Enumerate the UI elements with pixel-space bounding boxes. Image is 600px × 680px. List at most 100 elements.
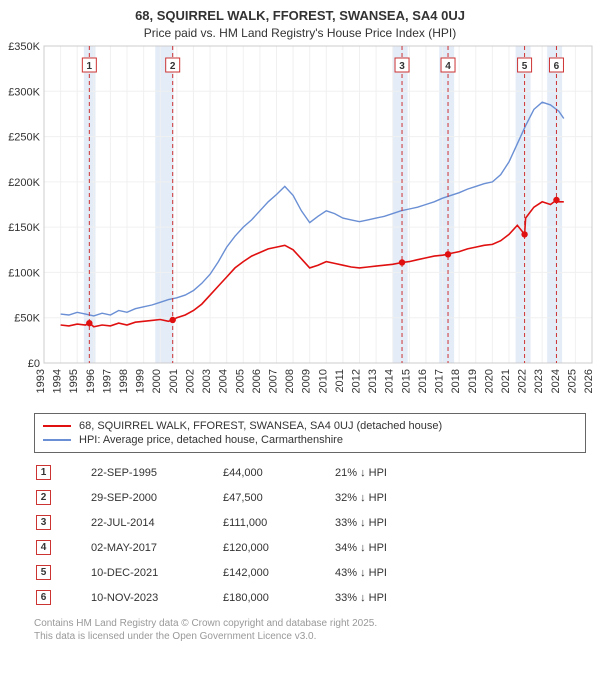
table-cell: 21% ↓ HPI [335, 461, 397, 484]
svg-text:1998: 1998 [118, 369, 130, 393]
table-cell: 3 [36, 511, 89, 534]
sale-marker-badge: 6 [36, 590, 51, 605]
legend: 68, SQUIRREL WALK, FFOREST, SWANSEA, SA4… [34, 413, 586, 453]
svg-text:2001: 2001 [168, 369, 180, 393]
svg-text:2003: 2003 [201, 369, 213, 393]
svg-text:2019: 2019 [467, 369, 479, 393]
table-row: 2 29-SEP-2000£47,50032% ↓ HPI [36, 486, 397, 509]
svg-text:2000: 2000 [151, 369, 163, 393]
svg-text:2006: 2006 [251, 369, 263, 393]
legend-swatch-property [43, 425, 71, 427]
svg-text:6: 6 [554, 61, 560, 72]
svg-text:2004: 2004 [218, 369, 230, 393]
chart-title: 68, SQUIRREL WALK, FFOREST, SWANSEA, SA4… [0, 8, 600, 23]
svg-text:£300K: £300K [8, 86, 40, 98]
table-cell: £111,000 [223, 511, 333, 534]
table-cell: 02-MAY-2017 [91, 536, 221, 559]
svg-text:£0: £0 [28, 358, 40, 370]
svg-text:2010: 2010 [317, 369, 329, 393]
table-cell: 5 [36, 561, 89, 584]
table-row: 5 10-DEC-2021£142,00043% ↓ HPI [36, 561, 397, 584]
svg-text:2016: 2016 [417, 369, 429, 393]
table-cell: £180,000 [223, 586, 333, 609]
table-row: 4 02-MAY-2017£120,00034% ↓ HPI [36, 536, 397, 559]
chart-region: £0 £50K £100K £150K £200K £250K £300K £350K 1993… [0, 40, 600, 405]
svg-text:1996: 1996 [85, 369, 97, 393]
svg-text:£150K: £150K [8, 222, 40, 234]
svg-text:3: 3 [399, 61, 405, 72]
table-cell: 33% ↓ HPI [335, 511, 397, 534]
sale-marker-badge: 1 [36, 465, 51, 480]
svg-text:£350K: £350K [8, 41, 40, 53]
svg-text:2017: 2017 [434, 369, 446, 393]
sale-marker-badge: 5 [36, 565, 51, 580]
footer-line-1: Contains HM Land Registry data © Crown c… [34, 617, 586, 630]
sale-marker-badge: 3 [36, 515, 51, 530]
svg-text:5: 5 [522, 61, 528, 72]
sales-table: 1 22-SEP-1995£44,00021% ↓ HPI 2 29-SEP-2000… [34, 459, 399, 611]
table-cell: 1 [36, 461, 89, 484]
table-cell: 10-DEC-2021 [91, 561, 221, 584]
footer-line-2: This data is licensed under the Open Gov… [34, 630, 586, 643]
svg-text:2005: 2005 [234, 369, 246, 393]
svg-text:1995: 1995 [68, 369, 80, 393]
svg-text:1: 1 [87, 61, 93, 72]
svg-text:2024: 2024 [550, 369, 562, 393]
svg-text:2013: 2013 [367, 369, 379, 393]
svg-text:2: 2 [170, 61, 176, 72]
table-row: 3 22-JUL-2014£111,00033% ↓ HPI [36, 511, 397, 534]
table-cell: 29-SEP-2000 [91, 486, 221, 509]
table-cell: 6 [36, 586, 89, 609]
table-cell: 10-NOV-2023 [91, 586, 221, 609]
legend-swatch-hpi [43, 439, 71, 441]
svg-text:2023: 2023 [533, 369, 545, 393]
chart-subtitle: Price paid vs. HM Land Registry's House … [0, 26, 600, 40]
chart-svg: £0 £50K £100K £150K £200K £250K £300K £350K 1993… [0, 40, 600, 405]
svg-text:2007: 2007 [267, 369, 279, 393]
footer: Contains HM Land Registry data © Crown c… [34, 617, 586, 643]
legend-row-property: 68, SQUIRREL WALK, FFOREST, SWANSEA, SA4… [43, 420, 577, 432]
svg-text:2014: 2014 [384, 369, 396, 393]
legend-row-hpi: HPI: Average price, detached house, Carm… [43, 434, 577, 446]
svg-text:2021: 2021 [500, 369, 512, 393]
svg-text:£250K: £250K [8, 132, 40, 144]
svg-text:1993: 1993 [35, 369, 47, 393]
table-cell: £120,000 [223, 536, 333, 559]
table-cell: 43% ↓ HPI [335, 561, 397, 584]
svg-text:2022: 2022 [517, 369, 529, 393]
svg-text:2018: 2018 [450, 369, 462, 393]
legend-label-property: 68, SQUIRREL WALK, FFOREST, SWANSEA, SA4… [79, 420, 442, 432]
table-cell: £142,000 [223, 561, 333, 584]
svg-text:2008: 2008 [284, 369, 296, 393]
svg-text:2025: 2025 [566, 369, 578, 393]
table-cell: 4 [36, 536, 89, 559]
svg-text:1997: 1997 [101, 369, 113, 393]
svg-text:2015: 2015 [400, 369, 412, 393]
sale-marker-badge: 4 [36, 540, 51, 555]
table-cell: 2 [36, 486, 89, 509]
table-cell: 22-JUL-2014 [91, 511, 221, 534]
table-cell: £44,000 [223, 461, 333, 484]
chart-title-block: 68, SQUIRREL WALK, FFOREST, SWANSEA, SA4… [0, 0, 600, 40]
svg-text:1994: 1994 [52, 369, 64, 393]
table-cell: 22-SEP-1995 [91, 461, 221, 484]
svg-text:4: 4 [445, 61, 451, 72]
sale-marker-badge: 2 [36, 490, 51, 505]
table-cell: £47,500 [223, 486, 333, 509]
table-row: 6 10-NOV-2023£180,00033% ↓ HPI [36, 586, 397, 609]
svg-text:1999: 1999 [135, 369, 147, 393]
table-row: 1 22-SEP-1995£44,00021% ↓ HPI [36, 461, 397, 484]
table-cell: 34% ↓ HPI [335, 536, 397, 559]
table-cell: 32% ↓ HPI [335, 486, 397, 509]
svg-text:2011: 2011 [334, 369, 346, 393]
svg-text:£100K: £100K [8, 267, 40, 279]
svg-text:2020: 2020 [483, 369, 495, 393]
svg-text:£200K: £200K [8, 177, 40, 189]
svg-text:2012: 2012 [351, 369, 363, 393]
svg-text:2002: 2002 [184, 369, 196, 393]
svg-text:2026: 2026 [583, 369, 595, 393]
svg-text:£50K: £50K [14, 313, 40, 325]
svg-text:2009: 2009 [301, 369, 313, 393]
table-cell: 33% ↓ HPI [335, 586, 397, 609]
legend-label-hpi: HPI: Average price, detached house, Carm… [79, 434, 343, 446]
